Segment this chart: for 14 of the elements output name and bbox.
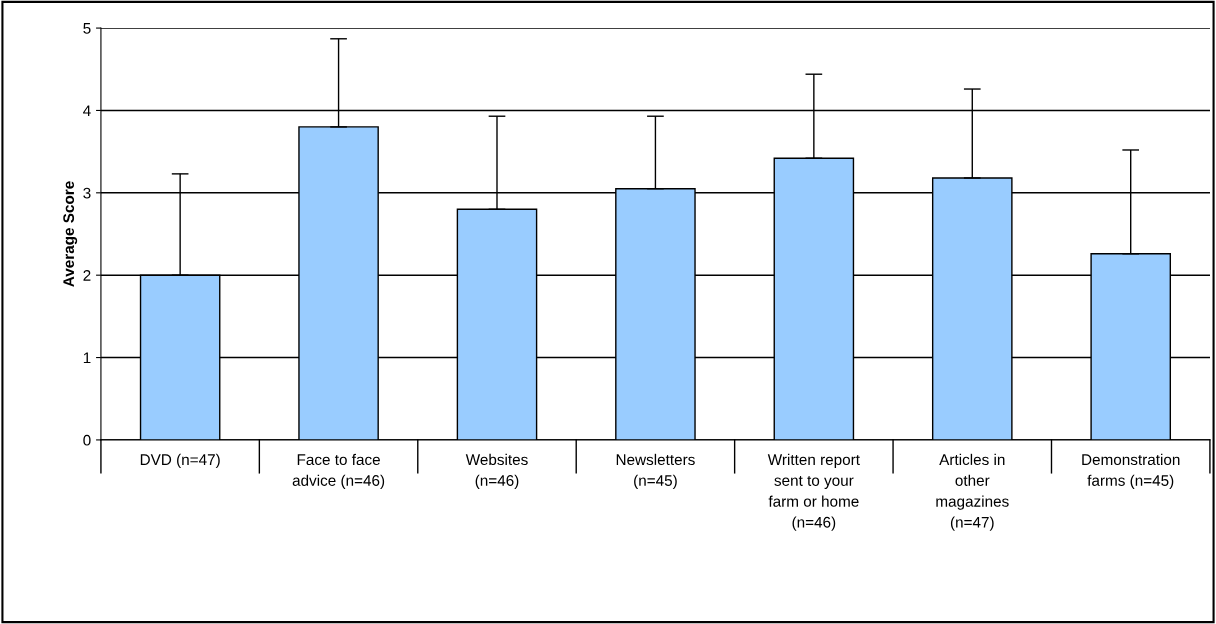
y-tick-label: 3	[83, 187, 91, 199]
y-tick-label: 2	[83, 270, 91, 281]
x-tick-label: Websites (n=46)	[465, 453, 528, 489]
x-tick-label: DVD (n=47)	[140, 453, 220, 469]
x-tick-label: Written report sent to your farm or home (n=46)	[767, 453, 860, 531]
x-tick-label: Face to face advice (n=46)	[292, 453, 385, 489]
x-tick-label: Demonstration farms (n=45)	[1082, 453, 1180, 489]
y-tick-label: 4	[83, 105, 91, 116]
y-axis-title: Average Score	[63, 181, 78, 287]
x-tick-label: Newsletters (n=45)	[616, 453, 695, 489]
y-tick-label: 5	[83, 23, 91, 34]
x-tick-label: Articles in other magazines (n=47)	[936, 453, 1009, 531]
y-tick-label: 0	[83, 434, 91, 446]
y-tick-label: 1	[83, 352, 91, 364]
